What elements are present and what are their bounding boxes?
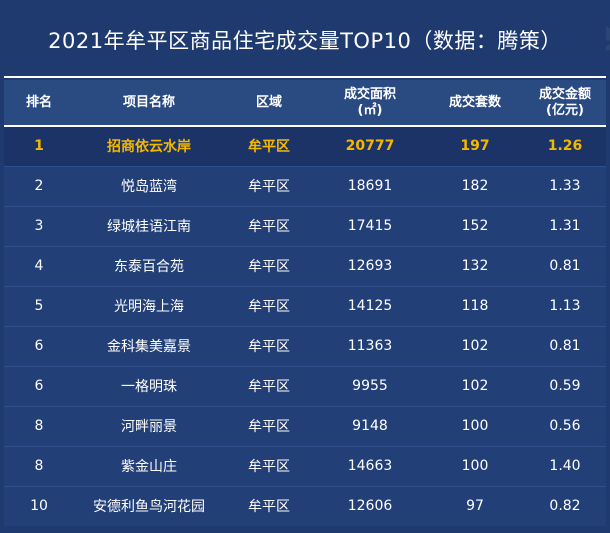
project-name-header: 项目名称	[122, 94, 175, 110]
region-cell: 牟平区	[248, 179, 290, 195]
project-name-cell: 紫金山庄	[121, 459, 177, 475]
region-cell: 牟平区	[248, 259, 290, 275]
region-cell: 牟平区	[248, 219, 290, 235]
area-cell: 17415	[347, 218, 393, 234]
rank-cell: 4	[34, 258, 44, 274]
region-cell: 牟平区	[248, 139, 290, 156]
amount-cell: 1.13	[549, 298, 581, 314]
region-cell: 牟平区	[248, 339, 290, 355]
ranking-table: 排名 项目名称 区域 成交面积 (㎡) 成交套数 成交金额 (亿元) 1 招商依云水岸 牟平区 20…	[4, 80, 606, 526]
region-cell: 牟平区	[248, 379, 290, 395]
table-row: 2 悦岛蓝湾 牟平区 18691 182 1.33	[4, 166, 606, 206]
region-header: 区域	[255, 94, 282, 110]
table-row: 6 一格明珠 牟平区 9955 102 0.59	[4, 366, 606, 406]
rank-cell: 6	[34, 338, 44, 354]
units-cell: 132	[461, 258, 489, 274]
amount-cell: 1.26	[547, 138, 583, 155]
page-title: 2021年牟平区商品住宅成交量TOP10（数据：腾策）	[48, 29, 562, 53]
project-name-cell: 光明海上海	[114, 299, 184, 315]
rank-cell: 8	[34, 458, 44, 474]
area-cell: 12693	[347, 258, 393, 274]
amount-cell: 1.31	[549, 218, 581, 234]
table-row: 4 东泰百合苑 牟平区 12693 132 0.81	[4, 246, 606, 286]
rank-header: 排名	[25, 94, 52, 110]
area-header: 成交面积 (㎡)	[343, 86, 396, 118]
amount-header: 成交金额 (亿元)	[538, 86, 591, 118]
amount-cell: 0.82	[549, 498, 581, 515]
area-cell: 20777	[345, 138, 395, 155]
region-cell: 牟平区	[248, 299, 290, 315]
project-name-cell: 安德利鱼鸟河花园	[93, 499, 205, 516]
title-bar: 2021年牟平区商品住宅成交量TOP10（数据：腾策）	[4, 4, 606, 78]
area-cell: 14125	[347, 298, 393, 314]
units-cell: 118	[461, 298, 489, 314]
table-row: 1 招商依云水岸 牟平区 20777 197 1.26	[4, 126, 606, 166]
units-header: 成交套数	[448, 94, 501, 110]
project-name-cell: 金科集美嘉景	[107, 339, 191, 355]
region-cell: 牟平区	[248, 419, 290, 435]
table-header: 排名 项目名称 区域 成交面积 (㎡) 成交套数 成交金额 (亿元)	[4, 80, 606, 126]
project-name-cell: 绿城桂语江南	[107, 219, 191, 235]
area-cell: 11363	[347, 338, 393, 354]
units-cell: 102	[461, 378, 489, 394]
units-cell: 182	[461, 178, 489, 194]
units-cell: 102	[461, 338, 489, 354]
table-row: 5 光明海上海 牟平区 14125 118 1.13	[4, 286, 606, 326]
area-cell: 14663	[347, 458, 393, 474]
rank-cell: 10	[30, 498, 48, 515]
units-cell: 100	[461, 418, 489, 434]
amount-cell: 1.33	[549, 178, 581, 194]
units-cell: 197	[460, 138, 490, 155]
region-cell: 牟平区	[248, 499, 290, 516]
project-name-cell: 一格明珠	[121, 379, 177, 395]
table-row: 8 紫金山庄 牟平区 14663 100 1.40	[4, 446, 606, 486]
project-name-cell: 东泰百合苑	[114, 259, 184, 275]
amount-cell: 0.56	[549, 418, 581, 434]
units-cell: 97	[466, 498, 484, 515]
table-row: 10 安德利鱼鸟河花园 牟平区 12606 97 0.82	[4, 486, 606, 526]
area-cell: 12606	[347, 498, 393, 515]
units-cell: 100	[461, 458, 489, 474]
amount-cell: 0.59	[549, 378, 581, 394]
area-cell: 9148	[352, 418, 388, 434]
project-name-cell: 招商依云水岸	[107, 139, 191, 156]
project-name-cell: 悦岛蓝湾	[121, 179, 177, 195]
table-row: 8 河畔丽景 牟平区 9148 100 0.56	[4, 406, 606, 446]
amount-cell: 0.81	[549, 258, 581, 274]
rank-cell: 2	[34, 178, 44, 194]
rank-cell: 3	[34, 218, 44, 234]
header-row: 排名 项目名称 区域 成交面积 (㎡) 成交套数 成交金额 (亿元)	[4, 80, 606, 126]
rank-cell: 1	[34, 138, 44, 155]
amount-cell: 1.40	[549, 458, 581, 474]
ranking-table-container: 排名 项目名称 区域 成交面积 (㎡) 成交套数 成交金额 (亿元) 1 招商依云水岸 牟平区 20…	[4, 80, 606, 532]
table-row: 3 绿城桂语江南 牟平区 17415 152 1.31	[4, 206, 606, 246]
amount-cell: 0.81	[549, 338, 581, 354]
region-cell: 牟平区	[248, 459, 290, 475]
table-body: 1 招商依云水岸 牟平区 20777 197 1.26 2 悦岛蓝湾 牟平区 18691 182 1.…	[4, 126, 606, 526]
rank-cell: 8	[34, 418, 44, 434]
units-cell: 152	[461, 218, 489, 234]
area-cell: 18691	[347, 178, 393, 194]
rank-cell: 5	[34, 298, 44, 314]
rank-cell: 6	[34, 378, 44, 394]
table-row: 6 金科集美嘉景 牟平区 11363 102 0.81	[4, 326, 606, 366]
area-cell: 9955	[352, 378, 388, 394]
project-name-cell: 河畔丽景	[121, 419, 177, 435]
